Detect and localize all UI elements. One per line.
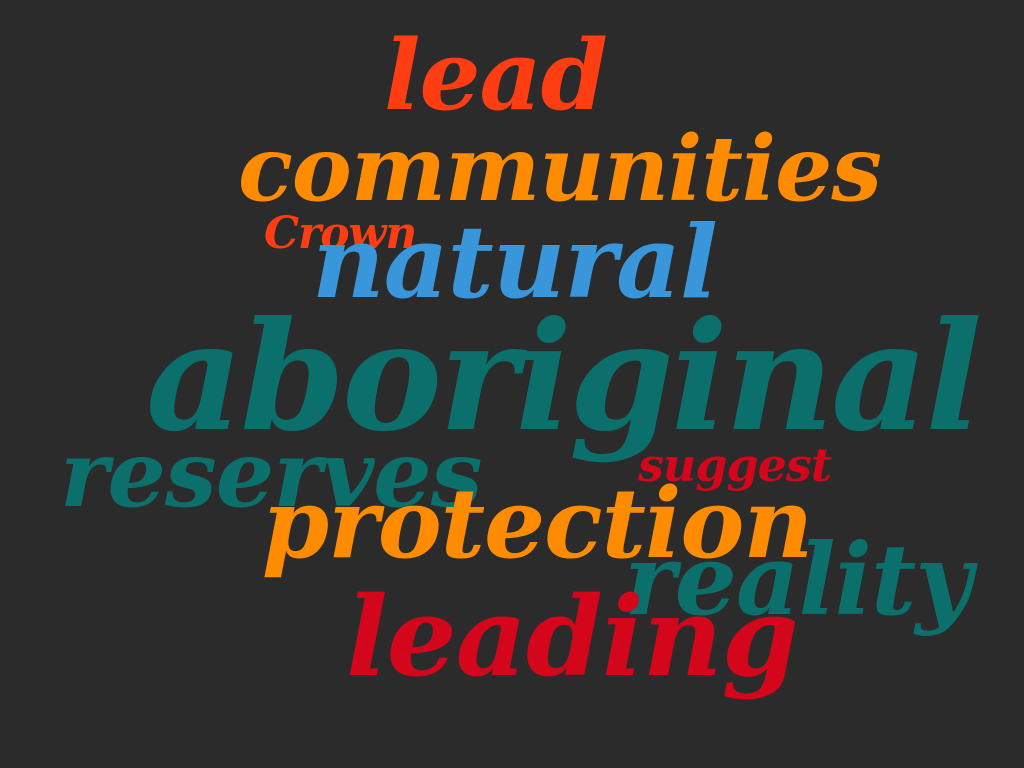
word-aboriginal: aboriginal — [146, 289, 982, 465]
word-suggest: suggest — [638, 438, 832, 492]
word-reserves: reserves — [60, 420, 483, 528]
word-leading: leading — [346, 572, 799, 701]
word-crown: Crown — [264, 208, 417, 259]
word-communities: communities — [238, 116, 882, 222]
word-protection: protection — [262, 467, 813, 580]
word-lead: lead — [384, 19, 608, 132]
word-natural: natural — [312, 203, 718, 321]
word-reality: reality — [624, 523, 972, 638]
